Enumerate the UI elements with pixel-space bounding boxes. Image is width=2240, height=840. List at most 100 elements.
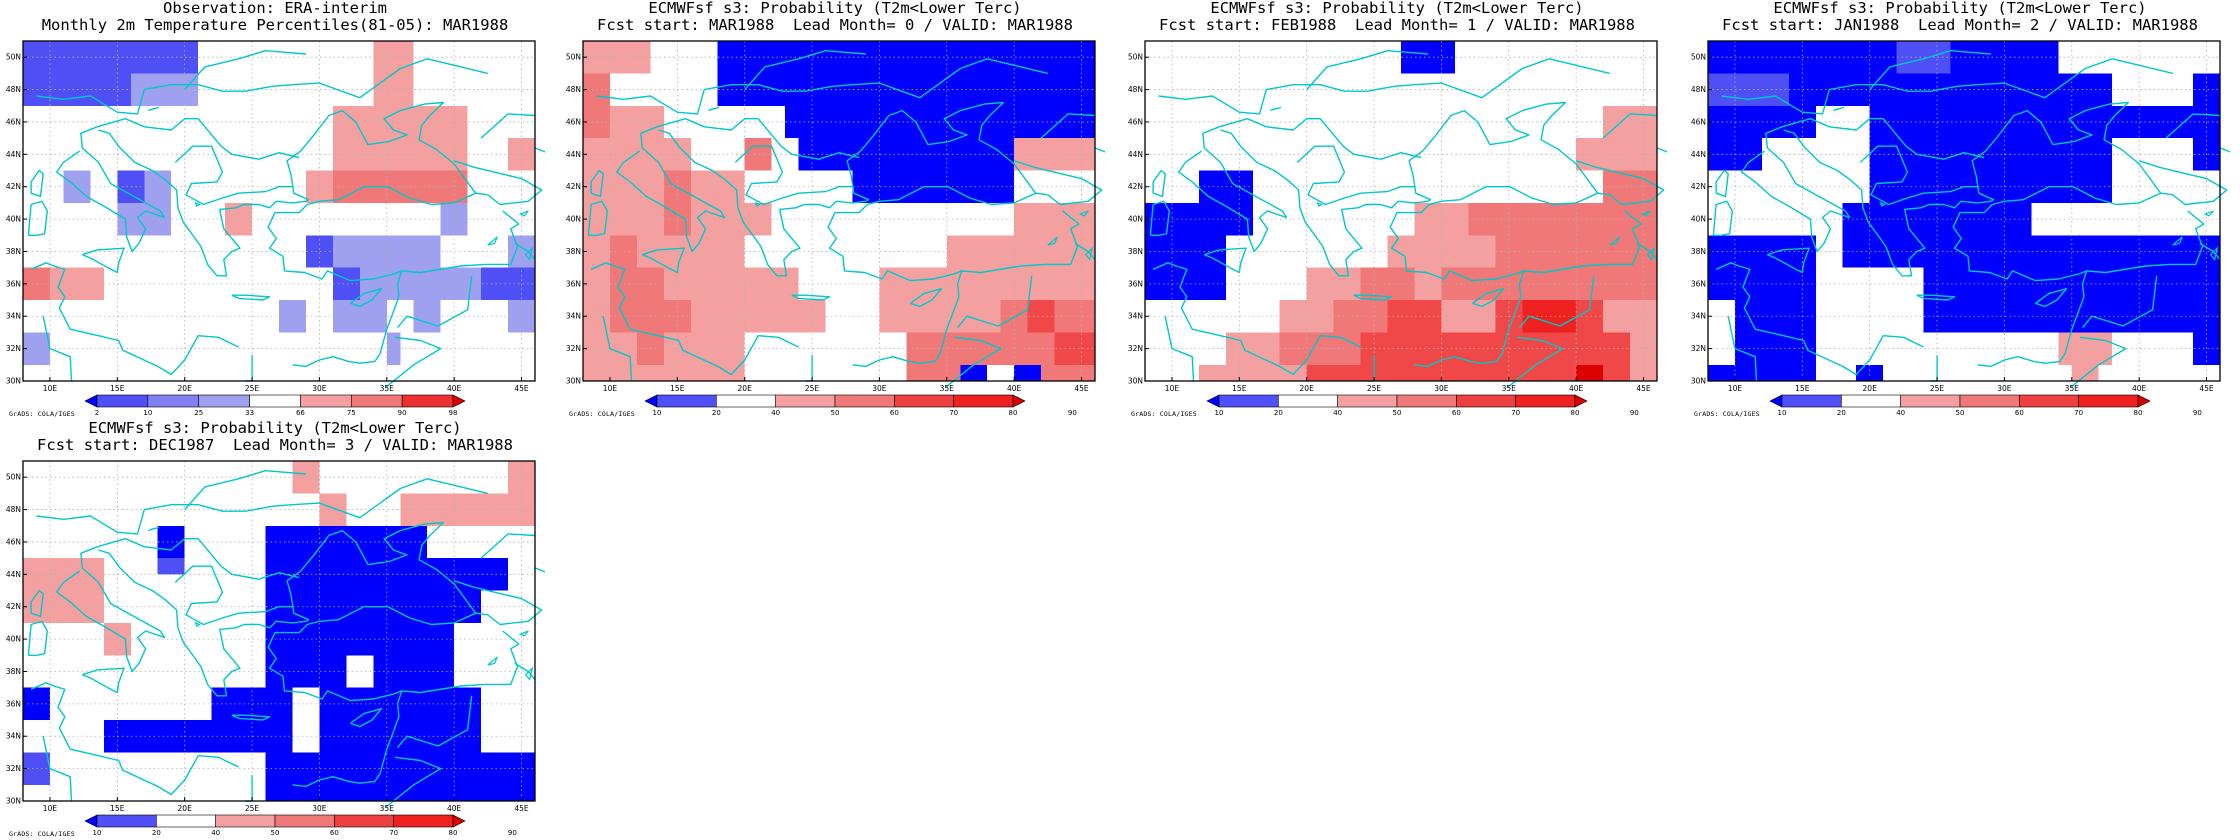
lat-tick-label: 48N [6,505,21,514]
colorbar-label: 50 [831,409,840,417]
probability-cell [211,687,482,721]
coastline [1094,147,1105,153]
lon-tick-label: 15E [1795,384,1810,393]
lat-tick-label: 30N [566,377,581,386]
coastline [1164,316,1195,382]
colorbar-label: 10 [653,409,662,417]
coastline [1013,160,1103,206]
coastline [1296,145,1415,206]
colorbar-swatch [1396,394,1457,408]
probability-cell [23,267,50,301]
probability-cell [1468,202,1657,236]
colorbar-swatch [215,814,276,828]
coastline [791,294,831,301]
probability-cell [279,300,306,333]
coastline [401,210,520,274]
colorbar-swatch [1456,394,1516,408]
lat-tick-label: 44N [1128,150,1143,159]
colorbar-label: 2 [95,409,99,417]
lat-tick-label: 44N [1691,150,1706,159]
coastline [1220,101,1599,368]
colorbar-label: 80 [1009,409,1018,417]
coastline [174,145,293,206]
grads-credit: GrADS: COLA/IGES [9,830,75,838]
coastline [642,247,685,274]
lon-tick-label: 20E [178,804,193,813]
coastline [534,567,545,573]
lat-tick-label: 36N [1691,279,1706,288]
probability-cell [332,170,468,203]
probability-cell [130,73,199,106]
colorbar: 10 20 40 50 60 70 80 90 [1769,394,2202,417]
probability-cell [1708,73,1789,106]
coastline [184,50,306,91]
probability-cell [23,558,104,623]
coastline [602,316,633,382]
coastline [534,147,545,153]
colorbar-swatch [1337,394,1398,408]
colorbar-swatch [198,394,250,408]
lon-tick-label: 40E [2132,384,2147,393]
lat-tick-label: 42N [566,182,581,191]
probability-cell [413,300,441,333]
lon-tick-label: 40E [1569,384,1584,393]
lat-tick-label: 48N [1691,85,1706,94]
coastline [384,756,442,809]
coastline [98,521,477,788]
lon-tick-label: 45E [1636,384,1651,393]
lake-outline [524,666,534,681]
colorbar-label: 80 [1571,409,1580,417]
coastline [1506,336,1564,389]
lon-tick-label: 25E [805,384,820,393]
lat-tick-label: 50N [1691,53,1706,62]
map-frame [22,40,536,382]
lon-tick-label: 15E [110,384,125,393]
lat-tick-label: 48N [1128,85,1143,94]
lon-tick-label: 35E [940,384,955,393]
coastline [349,708,383,728]
probability-cell [23,752,50,785]
coastline [2165,113,2221,139]
lat-tick-label: 44N [6,150,21,159]
shading-layer [583,41,1095,381]
lon-tick-label: 45E [1074,384,1089,393]
colorbar-label: 75 [347,409,356,417]
lake-outline [1879,201,1886,207]
colorbar-swatch [775,394,836,408]
lon-tick-label: 15E [110,804,125,813]
probability-cell [1788,73,2113,106]
colorbar-swatch [393,814,454,828]
colorbar-label: 90 [1630,409,1639,417]
colorbar-swatch [300,394,352,408]
lake-outline [518,210,529,217]
coastline [587,200,608,236]
panel-forecast-lead-0: ECMWFsf s3: Probability (T2m<Lower Terc)… [565,0,1105,420]
probability-cell [744,138,772,171]
probability-cell [23,73,131,106]
colorbar-label: 10 [1778,409,1787,417]
panel-subtitle: Fcst start: FEB1988 Lead Month= 1 / VALI… [1159,16,1635,34]
coastline [1306,50,1428,91]
lake-outline [194,621,201,627]
coastline [401,630,520,694]
coastline [397,275,473,329]
lat-tick-label: 38N [6,667,21,676]
probability-cell [1279,332,1361,365]
colorbar-label: 33 [245,409,254,417]
colorbar-label: 20 [1274,409,1283,417]
lon-tick-label: 30E [1997,384,2012,393]
colorbar-swatch [156,814,216,828]
colorbar-swatch [1278,394,1338,408]
grads-credit: GrADS: COLA/IGES [1131,410,1197,418]
colorbar-label: 70 [389,829,398,837]
lon-tick-label: 10E [43,384,58,393]
lake-outline [148,106,160,112]
probability-cell [717,73,853,106]
coastline [1523,210,1642,274]
probability-cell [906,364,961,381]
lat-tick-label: 44N [6,570,21,579]
lat-tick-label: 38N [1691,247,1706,256]
lat-tick-label: 32N [6,764,21,773]
lake-outline [487,236,498,246]
